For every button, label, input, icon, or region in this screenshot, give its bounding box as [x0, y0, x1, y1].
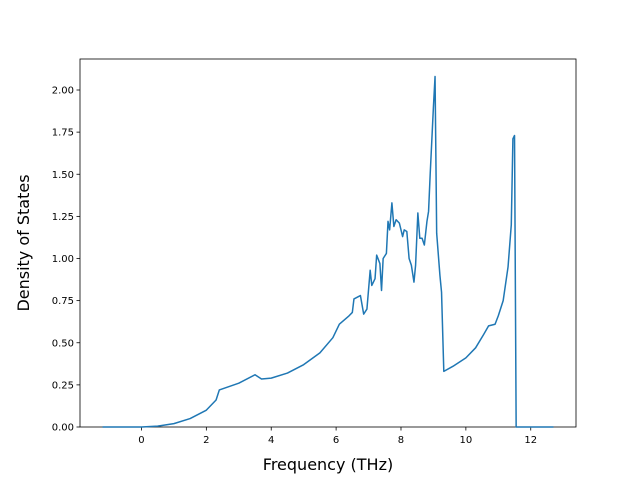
y-tick-label: 0.75 — [52, 296, 74, 307]
line — [102, 75, 554, 428]
y-tick-label: 1.00 — [52, 254, 74, 265]
y-tick-label: 2.00 — [52, 86, 74, 97]
x-tick-label: 8 — [398, 435, 404, 446]
y-tick-label: 0.50 — [52, 338, 74, 349]
y-axis-label: Density of States — [14, 174, 33, 311]
x-tick-label: 6 — [333, 435, 339, 446]
x-axis-label: Frequency (THz) — [263, 455, 393, 474]
y-tick-label: 1.50 — [52, 170, 74, 181]
x-tick-label: 2 — [203, 435, 209, 446]
y-tick-label: 1.25 — [52, 212, 74, 223]
y-tick-label: 0.25 — [52, 380, 74, 391]
x-tick-label: 0 — [138, 435, 144, 446]
x-tick-label: 12 — [524, 435, 537, 446]
y-tick-label: 0.00 — [52, 423, 74, 434]
y-tick-label: 1.75 — [52, 128, 74, 139]
x-tick-label: 10 — [460, 435, 473, 446]
x-tick-label: 4 — [268, 435, 274, 446]
plot-frame — [79, 58, 577, 428]
